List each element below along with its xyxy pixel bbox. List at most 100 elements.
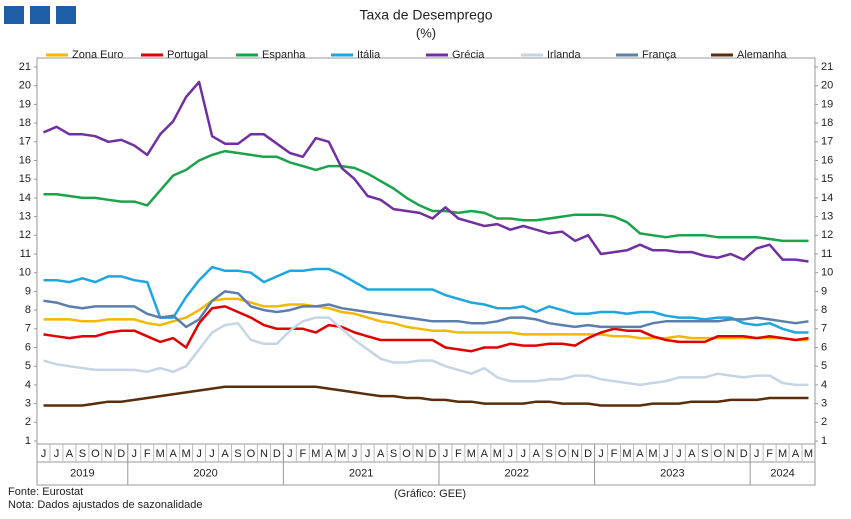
logo-square [4,6,24,24]
y2-tick-label: 13 [821,211,833,223]
x-tick-label: J [521,448,527,460]
x-tick-label: S [701,448,708,460]
y-tick-label: 19 [19,98,31,110]
y-tick-label: 8 [25,304,31,316]
x-tick-label: F [299,448,306,460]
y-tick-label: 16 [19,154,31,166]
y-tick-label: 21 [19,61,31,73]
x-tick-label: M [311,448,320,460]
x-tick-label: N [260,448,268,460]
year-label: 2021 [349,467,373,479]
x-tick-label: M [182,448,191,460]
x-tick-label: M [778,448,787,460]
series-line [43,149,809,243]
x-tick-label: J [196,448,202,460]
legend-label: Zona Euro [72,49,123,61]
series-line [43,305,809,353]
y2-tick-label: 7 [821,323,827,335]
series-line [43,316,809,387]
x-tick-label: O [402,448,411,460]
year-label: 2020 [193,467,217,479]
x-tick-label: A [66,448,74,460]
x-tick-label: A [481,448,489,460]
y-tick-label: 1 [25,435,31,447]
y2-tick-label: 16 [821,154,833,166]
x-tick-label: J [41,448,47,460]
x-tick-label: A [688,448,696,460]
x-tick-label: J [663,448,669,460]
year-label: 2022 [505,467,529,479]
x-tick-label: J [443,448,449,460]
x-tick-label: J [754,448,760,460]
y-tick-label: 11 [20,248,31,260]
y-tick-label: 17 [19,136,31,148]
x-tick-label: F [611,448,618,460]
x-tick-label: M [804,448,813,460]
y-tick-label: 5 [25,360,31,372]
x-tick-label: A [221,448,229,460]
x-tick-label: N [727,448,735,460]
x-tick-label: A [325,448,333,460]
x-tick-label: J [598,448,604,460]
series-line [43,80,809,263]
y-tick-label: 9 [25,285,31,297]
y-tick-label: 15 [19,173,31,185]
x-tick-label: N [571,448,579,460]
y2-tick-label: 18 [821,117,833,129]
y2-tick-label: 2 [821,416,827,428]
x-tick-label: D [584,448,592,460]
x-tick-label: S [390,448,397,460]
series-line [43,290,809,329]
y2-tick-label: 11 [821,248,832,260]
x-tick-label: A [533,448,541,460]
y2-tick-label: 12 [821,229,833,241]
y2-tick-label: 15 [821,173,833,185]
logo-square [56,6,76,24]
note: Nota: Dados ajustados de sazonalidade [8,499,202,511]
year-label: 2023 [660,467,684,479]
series-line [43,265,809,334]
x-tick-label: S [79,448,86,460]
y2-tick-label: 20 [821,80,833,92]
chart-subtitle: (%) [416,25,436,40]
legend-label: Espanha [262,49,306,61]
x-tick-label: J [365,448,371,460]
logo-square [30,6,50,24]
x-tick-label: M [156,448,165,460]
legend-label: Grécia [452,49,485,61]
legend-label: Itália [357,49,381,61]
y-tick-label: 10 [19,267,31,279]
x-tick-label: N [104,448,112,460]
x-tick-label: J [508,448,514,460]
x-tick-label: M [467,448,476,460]
credit: (Gráfico: GEE) [394,488,466,500]
x-tick-label: J [54,448,60,460]
x-tick-label: D [429,448,437,460]
x-tick-label: N [416,448,424,460]
series-line [43,385,809,407]
x-tick-label: O [247,448,256,460]
x-tick-label: F [455,448,462,460]
year-label: 2019 [70,467,94,479]
x-tick-label: J [676,448,682,460]
y-tick-label: 4 [25,379,31,391]
x-tick-label: J [352,448,358,460]
legend-label: Alemanha [737,49,787,61]
y2-tick-label: 17 [821,136,833,148]
source: Fonte: Eurostat [8,486,83,498]
x-tick-label: M [648,448,657,460]
x-tick-label: D [117,448,125,460]
y-tick-label: 13 [19,211,31,223]
x-tick-label: S [546,448,553,460]
x-tick-label: D [273,448,281,460]
x-tick-label: A [169,448,177,460]
y-tick-label: 2 [25,416,31,428]
y-tick-label: 20 [19,80,31,92]
x-tick-label: A [377,448,385,460]
x-tick-label: A [636,448,644,460]
x-tick-label: O [558,448,567,460]
y2-tick-label: 5 [821,360,827,372]
legend-label: Portugal [167,49,208,61]
chart-title: Taxa de Desemprego [359,7,492,23]
